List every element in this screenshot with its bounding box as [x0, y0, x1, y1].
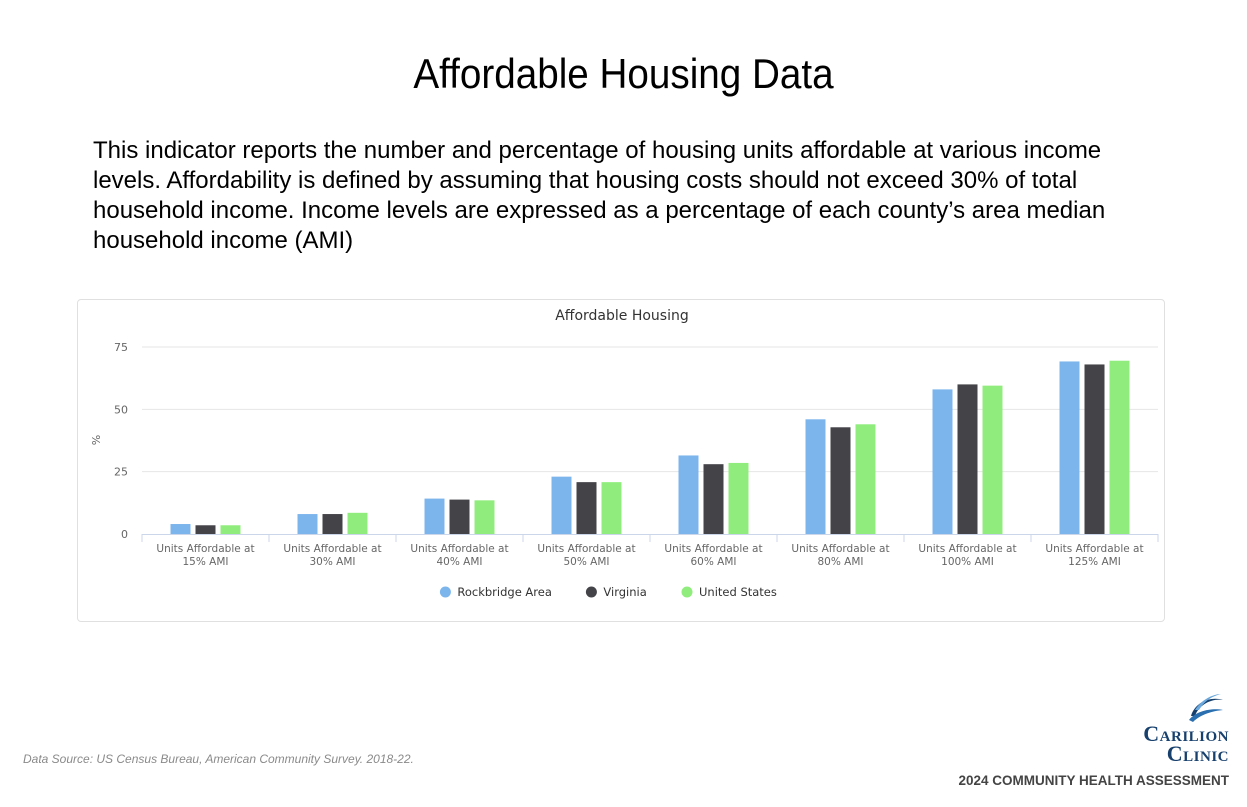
bar-united-states[interactable]	[728, 462, 749, 534]
bar-rockbridge-area[interactable]	[1059, 361, 1080, 534]
legend-marker[interactable]	[681, 586, 693, 598]
bar-united-states[interactable]	[220, 525, 241, 534]
bar-virginia[interactable]	[195, 525, 216, 534]
chart-title: Affordable Housing	[555, 308, 689, 324]
x-tick-label: Units Affordable at 30% AMI	[283, 543, 381, 568]
bar-united-states[interactable]	[1109, 360, 1130, 534]
logo-line-1: Carilion	[1143, 721, 1229, 746]
y-tick-label: 0	[121, 528, 128, 541]
assessment-label: 2024 COMMUNITY HEALTH ASSESSMENT	[958, 773, 1229, 788]
bar-rockbridge-area[interactable]	[551, 476, 572, 534]
data-source-note: Data Source: US Census Bureau, American …	[23, 752, 414, 766]
bar-rockbridge-area[interactable]	[805, 419, 826, 534]
page-title: Affordable Housing Data	[413, 50, 834, 97]
bar-virginia[interactable]	[576, 482, 597, 534]
bar-rockbridge-area[interactable]	[932, 389, 953, 534]
chart-card: Affordable Housing % 0 25 50 75 Units Afford…	[77, 299, 1165, 622]
legend-item-label[interactable]: Rockbridge Area	[457, 585, 552, 599]
bar-virginia[interactable]	[957, 384, 978, 534]
x-tick-label: Units Affordable at 50% AMI	[537, 543, 635, 568]
logo-wordmark: Carilion Clinic	[1143, 721, 1229, 766]
bar-virginia[interactable]	[830, 427, 851, 534]
bar-virginia[interactable]	[703, 464, 724, 534]
x-tick-label: Units Affordable at 60% AMI	[664, 543, 762, 568]
y-tick-label: 75	[114, 341, 128, 354]
bar-rockbridge-area[interactable]	[678, 455, 699, 534]
legend-marker[interactable]	[585, 586, 597, 598]
y-tick-label: 25	[114, 466, 128, 479]
x-tick-label: Units Affordable at 100% AMI	[918, 543, 1016, 568]
bar-rockbridge-area[interactable]	[170, 524, 191, 534]
legend-marker[interactable]	[439, 586, 451, 598]
bar-united-states[interactable]	[347, 512, 368, 534]
carilion-swoosh-icon	[1189, 694, 1223, 722]
logo-line-2: Clinic	[1166, 741, 1229, 766]
bar-united-states[interactable]	[474, 500, 495, 534]
affordable-housing-chart: Affordable Housing % 0 25 50 75 Units Afford…	[90, 308, 1159, 599]
bar-united-states[interactable]	[601, 482, 622, 534]
x-tick-label: Units Affordable at 40% AMI	[410, 543, 508, 568]
indicator-description: This indicator reports the number and pe…	[93, 137, 1106, 254]
bar-rockbridge-area[interactable]	[424, 498, 445, 534]
bar-virginia[interactable]	[449, 499, 470, 534]
y-axis-label: %	[90, 435, 103, 445]
x-tick-label: Units Affordable at 15% AMI	[156, 543, 254, 568]
bar-virginia[interactable]	[1084, 364, 1105, 534]
y-tick-label: 50	[114, 403, 128, 416]
legend-item-label[interactable]: Virginia	[603, 585, 646, 599]
bar-united-states[interactable]	[855, 424, 876, 534]
bar-virginia[interactable]	[322, 514, 343, 534]
x-tick-label: Units Affordable at 125% AMI	[1045, 543, 1143, 568]
x-tick-label: Units Affordable at 80% AMI	[791, 543, 889, 568]
bar-united-states[interactable]	[982, 385, 1003, 534]
carilion-clinic-logo: Carilion Clinic	[1143, 692, 1229, 766]
bar-rockbridge-area[interactable]	[297, 514, 318, 534]
legend-item-label[interactable]: United States	[699, 585, 777, 599]
